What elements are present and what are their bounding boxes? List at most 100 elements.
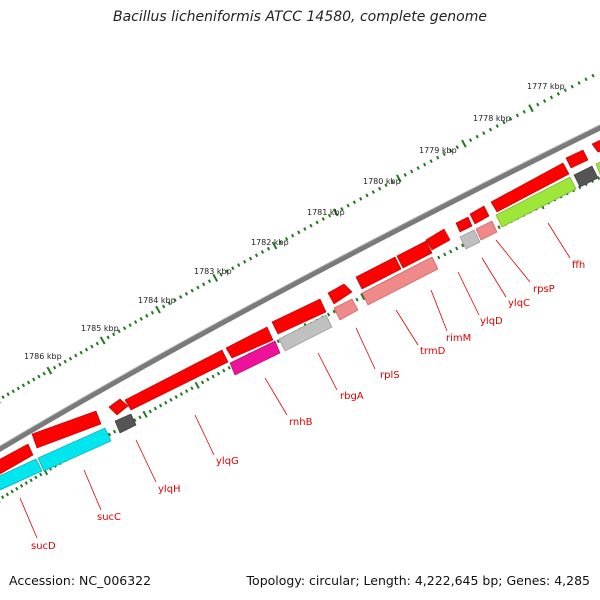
scale-tick: [578, 185, 582, 190]
genes-value: 4,285: [554, 573, 590, 588]
scale-tick: [10, 489, 14, 494]
scale-tick: [231, 266, 235, 271]
gene-arrow[interactable]: [327, 283, 353, 305]
scale-tick: [107, 432, 112, 437]
length-label: Length:: [363, 573, 411, 588]
scale-tick: [437, 255, 441, 260]
scale-tick: [106, 335, 110, 340]
gene-bar-ffh[interactable]: [495, 176, 577, 228]
scale-tick: [68, 356, 73, 361]
gene-arrow[interactable]: [565, 149, 589, 169]
gene-bar-sucC[interactable]: [37, 427, 112, 472]
gene-label-ylqD[interactable]: ylqD: [480, 316, 503, 327]
gene-label-ylqC[interactable]: ylqC: [508, 298, 530, 309]
scale-tick: [396, 174, 402, 183]
scale-tick: [227, 365, 231, 370]
scale-tick: [150, 310, 155, 315]
gene-arrow[interactable]: [455, 216, 473, 233]
scale-tick: [332, 208, 339, 217]
gene-arrow[interactable]: [591, 138, 600, 153]
scale-tick: [24, 481, 28, 485]
scale-tick: [117, 329, 121, 334]
gene-arrow[interactable]: [469, 205, 490, 225]
scale-tick: [139, 317, 143, 321]
gene-bar-trmD[interactable]: [361, 256, 439, 306]
gene-label-rimM[interactable]: rimM: [446, 333, 471, 344]
scale-tick: [167, 301, 171, 306]
gene-label-rbgA[interactable]: rbgA: [340, 391, 364, 402]
gene-bar-rplS[interactable]: [333, 298, 359, 321]
scale-tick: [327, 213, 332, 218]
gene-arrow[interactable]: [0, 443, 34, 475]
scale-tick: [291, 233, 295, 238]
scale-label-1782: 1782 kbp: [251, 238, 289, 247]
scale-tick: [95, 341, 99, 346]
scale-tick: [360, 293, 366, 301]
gene-label-ylqH[interactable]: ylqH: [158, 484, 181, 495]
scale-tick: [340, 207, 344, 211]
scale-tick: [542, 99, 547, 103]
scale-tick: [99, 336, 106, 345]
scale-tick: [443, 252, 447, 257]
gene-bar-rbgA[interactable]: [278, 314, 333, 352]
scale-tick: [563, 88, 567, 93]
scale-label-1777: 1777 kbp: [527, 82, 565, 91]
gene-label-sucC[interactable]: sucC: [97, 512, 121, 523]
scale-tick: [266, 246, 271, 251]
scale-tick: [206, 377, 210, 382]
gene-bar-sucD[interactable]: [0, 458, 43, 491]
scale-tick: [442, 152, 446, 157]
scale-tick: [260, 250, 265, 254]
accession-value: NC_006322: [79, 573, 152, 588]
genome-stats: Topology: circular; Length: 4,222,645 bp…: [246, 573, 590, 588]
gene-arrow[interactable]: [271, 298, 327, 335]
scale-tick: [122, 326, 127, 331]
accession-info: Accession: NC_006322: [9, 573, 151, 588]
scale-tick: [242, 259, 247, 264]
scale-tick: [90, 344, 94, 349]
scale-tick: [461, 243, 465, 248]
gene-bar-rnhB[interactable]: [229, 340, 281, 376]
gene-label-sucD[interactable]: sucD: [31, 541, 56, 552]
gene-arrow[interactable]: [355, 256, 402, 290]
gene-arrow[interactable]: [31, 410, 102, 449]
scale-label-1781: 1781 kbp: [307, 208, 345, 217]
gene-arrow[interactable]: [425, 228, 451, 251]
gene-arrow[interactable]: [108, 398, 129, 416]
gene-arrow[interactable]: [396, 240, 433, 269]
scale-tick: [352, 200, 357, 205]
scale-tick: [278, 240, 283, 245]
gene-bar[interactable]: [595, 160, 600, 175]
scale-tick: [254, 253, 259, 258]
gene-label-rpsP[interactable]: rpsP: [533, 284, 555, 295]
gene-label-rplS[interactable]: rplS: [380, 370, 400, 381]
scale-tick: [365, 193, 369, 198]
gene-label-ffh[interactable]: ffh: [572, 260, 585, 271]
gene-bar-ylqH[interactable]: [114, 413, 137, 434]
scale-tick: [284, 237, 289, 241]
scale-tick: [315, 220, 319, 225]
scale-tick: [164, 400, 168, 405]
gene-arrow[interactable]: [490, 162, 570, 213]
scale-tick: [158, 403, 163, 408]
scale-tick: [34, 475, 38, 480]
scale-tick: [216, 371, 221, 376]
gene-bar-ylqC[interactable]: [459, 229, 481, 250]
reverse-strand-genes: [0, 160, 600, 491]
gene-label-ylqG[interactable]: ylqG: [216, 456, 239, 467]
gene-bar[interactable]: [573, 165, 599, 188]
length-value: 4,222,645 bp: [414, 573, 499, 588]
gene-arrow-ylqG[interactable]: [124, 349, 229, 411]
scale-tick: [219, 272, 223, 277]
scale-tick: [174, 395, 178, 399]
gene-label-trmD[interactable]: trmD: [420, 346, 446, 357]
gene-bar-rpsP[interactable]: [475, 220, 498, 241]
gene-arrow[interactable]: [225, 326, 274, 359]
scale-tick: [39, 472, 43, 477]
scale-tick: [1, 395, 5, 399]
scale-tick: [194, 381, 200, 389]
gene-label-rnhB[interactable]: rnhB: [289, 417, 313, 428]
scale-tick: [371, 190, 375, 194]
scale-label-1779: 1779 kbp: [419, 146, 457, 155]
scale-tick: [577, 81, 581, 85]
